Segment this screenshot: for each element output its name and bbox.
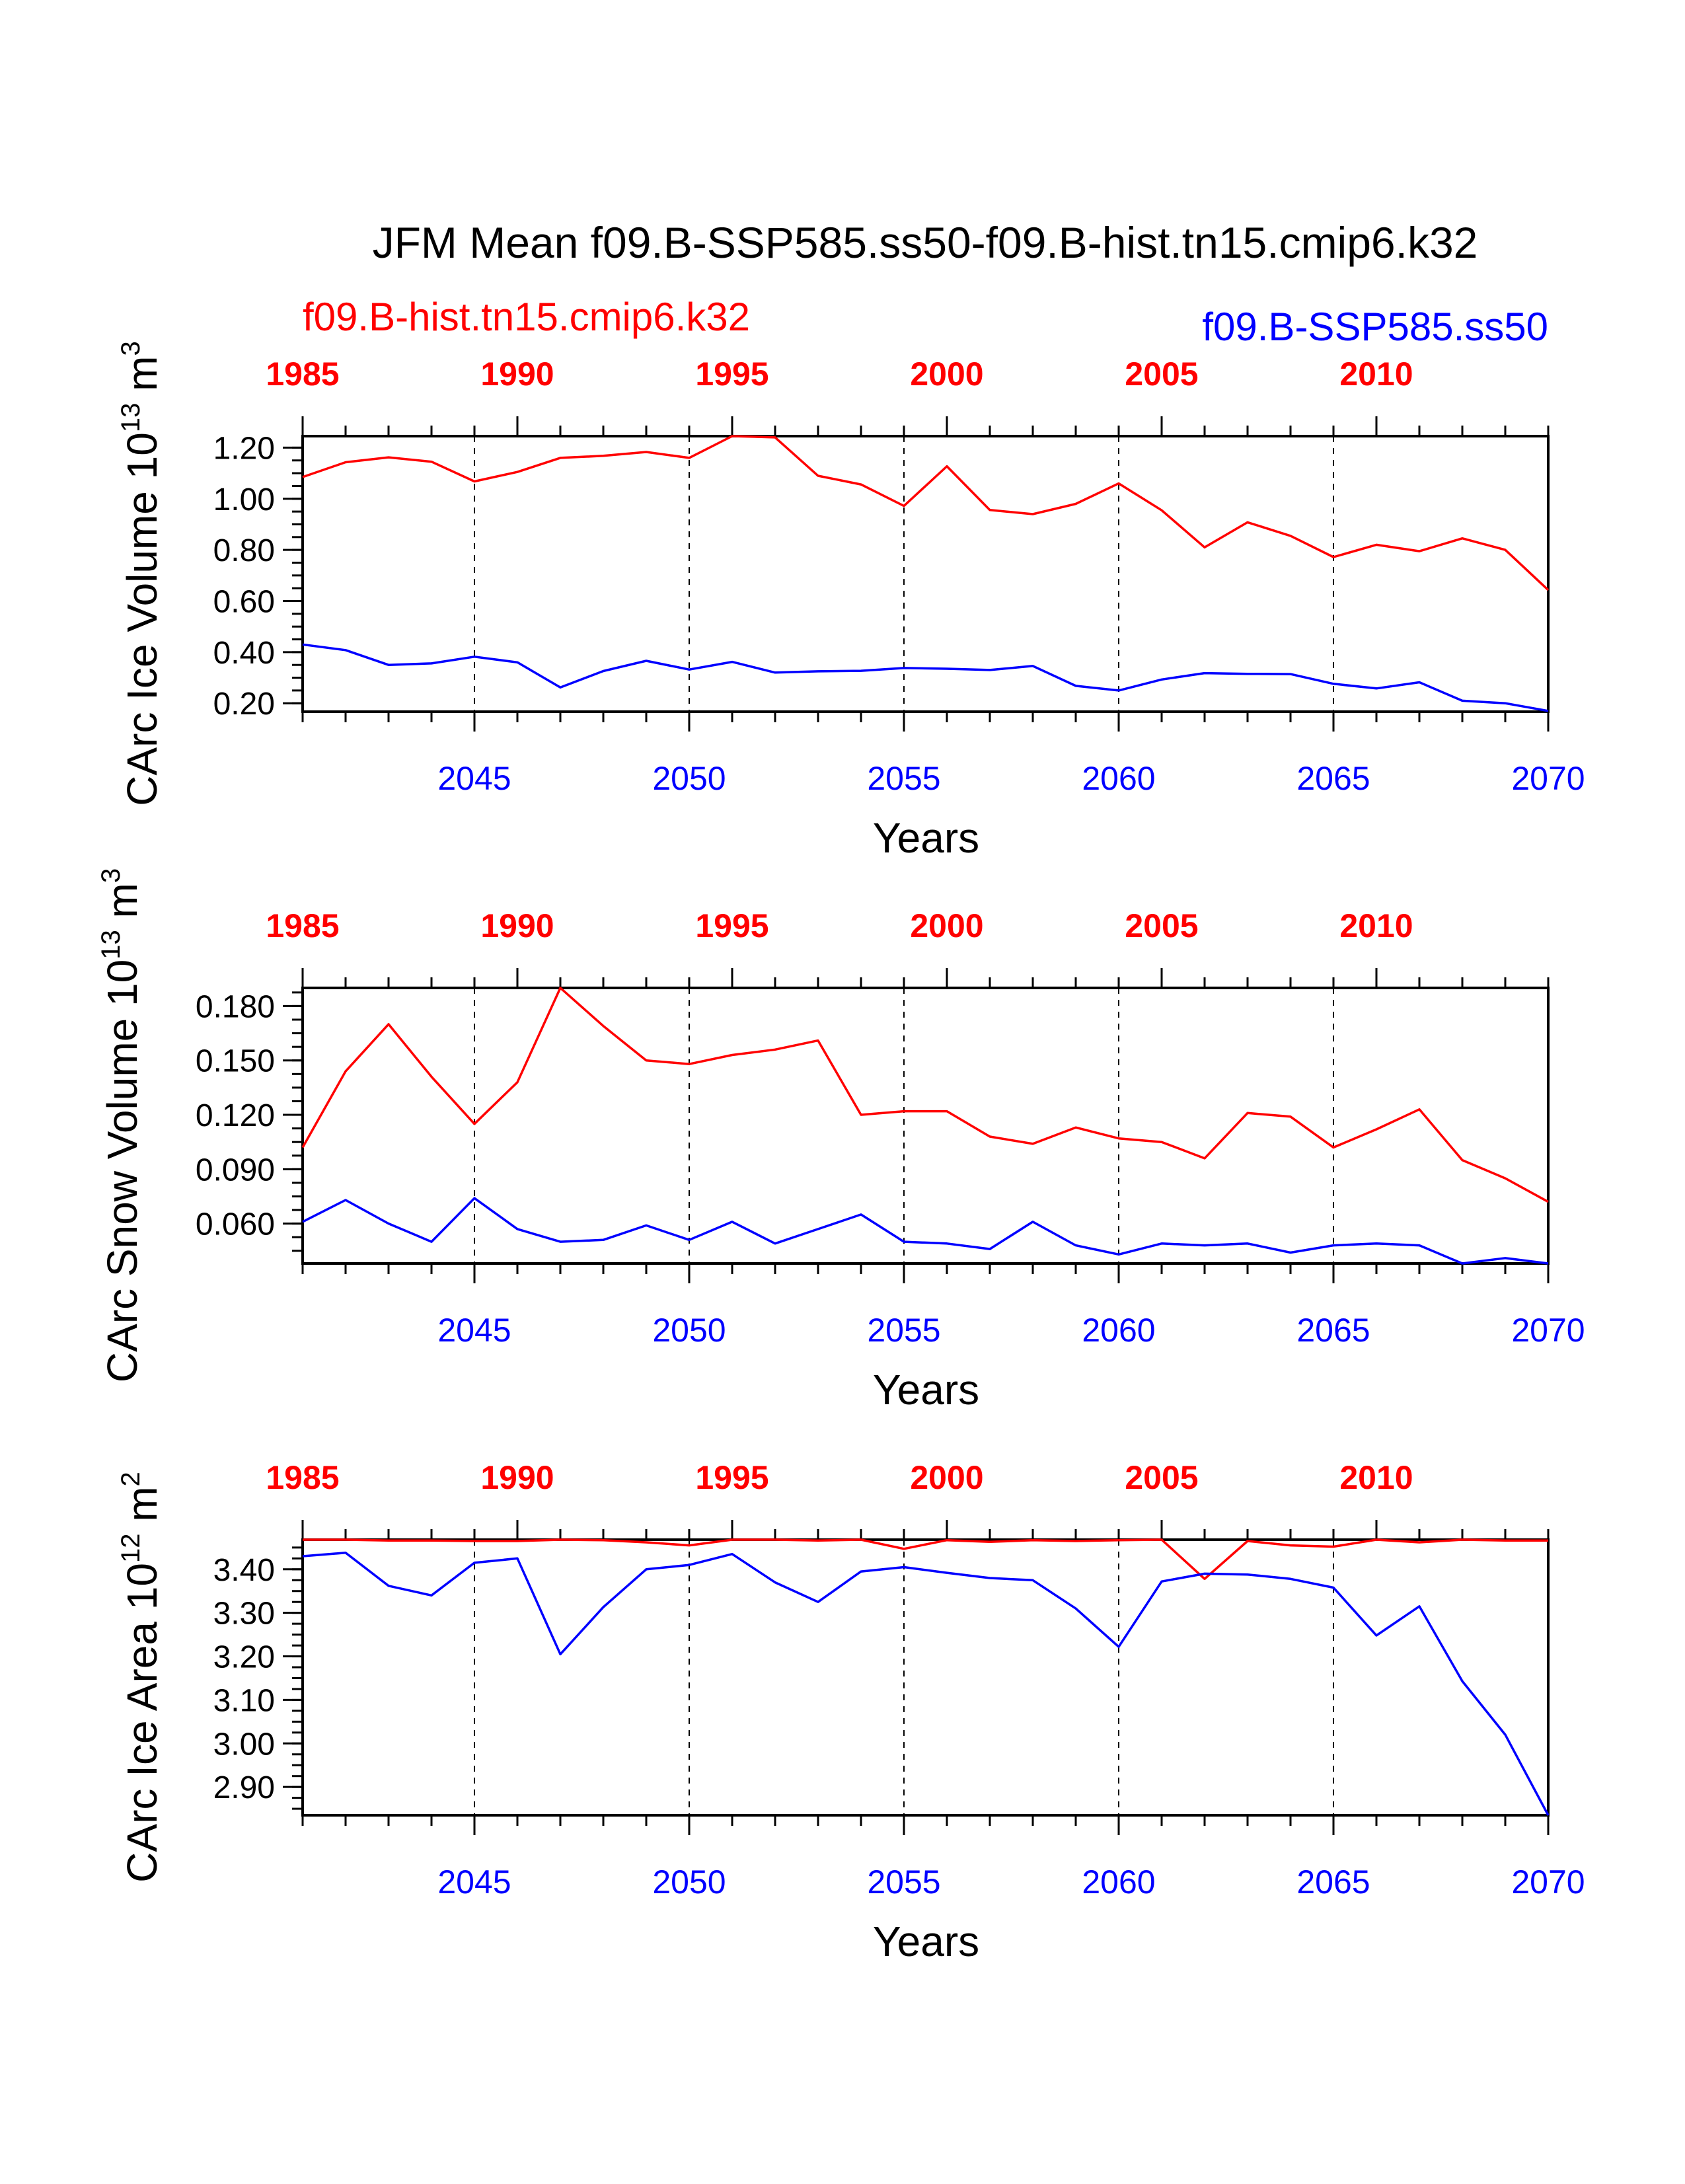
y-axis-title-part: CArc Snow Volume — [98, 1006, 146, 1382]
top-axis-label: 2010 — [1339, 907, 1413, 944]
y-axis-tick-label: 0.090 — [196, 1152, 275, 1187]
bottom-axis-label: 2050 — [652, 1312, 726, 1349]
y-axis-tick-label: 0.60 — [213, 585, 275, 620]
top-axis-label: 1990 — [480, 1459, 554, 1496]
bottom-axis-label: 2065 — [1296, 760, 1370, 797]
top-axis-label: 1985 — [266, 356, 339, 393]
y-axis-title-part: 12 — [116, 1534, 145, 1563]
chart-panel-2: 1985 1990 1995 2000 2005 2010 2045 2050 2055 2060… — [96, 868, 1585, 1413]
top-axis-label: 2005 — [1125, 1459, 1198, 1496]
top-axis-label: 1985 — [266, 907, 339, 944]
top-axis-label: 2000 — [910, 907, 983, 944]
bottom-axis-label: 2060 — [1082, 1312, 1155, 1349]
top-axis-label: 1995 — [695, 907, 768, 944]
y-axis-title-part: 13 — [96, 930, 126, 960]
x-axis-title: Years — [873, 814, 979, 862]
y-axis-tick-label: 0.150 — [196, 1044, 275, 1079]
series-line-hist — [301, 987, 1549, 1203]
y-axis-tick-label: 3.20 — [213, 1640, 275, 1675]
x-axis-title: Years — [873, 1366, 979, 1413]
bottom-axis-label: 2055 — [867, 760, 940, 797]
y-axis-title-part: 13 — [116, 403, 145, 433]
x-axis-title: Years — [873, 1918, 979, 1965]
y-axis-title-part: m — [118, 1486, 166, 1533]
y-axis-tick-label: 0.40 — [213, 636, 275, 671]
y-axis-tick-label: 3.40 — [213, 1553, 275, 1588]
y-axis-title-part: CArc Ice Volume — [118, 479, 166, 806]
y-axis-title-part: m — [118, 356, 166, 403]
top-axis-label: 1985 — [266, 1459, 339, 1496]
plot-frame — [301, 1538, 1550, 1817]
bottom-axis-label: 2050 — [652, 1864, 726, 1901]
chart-panel-1: 1985 1990 1995 2000 2005 2010 2045 2050 2055 2060… — [116, 341, 1585, 862]
y-axis-tick-label: 0.060 — [196, 1207, 275, 1242]
top-axis-label: 2000 — [910, 1459, 983, 1496]
figure-title: JFM Mean f09.B-SSP585.ss50-f09.B-hist.tn… — [373, 218, 1478, 267]
y-axis-title-part: 2 — [116, 1472, 145, 1486]
y-axis-title-part: CArc Ice Area — [118, 1610, 166, 1883]
series-line-ssp — [302, 1552, 1550, 1816]
series-line-hist — [302, 435, 1550, 591]
bottom-axis-label: 2070 — [1511, 1864, 1585, 1901]
y-axis-title: CArc Ice Volume 1013 m3 — [116, 341, 166, 806]
top-axis-label: 1990 — [480, 907, 554, 944]
y-axis-title-part: 10 — [98, 960, 146, 1006]
y-axis-title-part: 3 — [116, 341, 145, 356]
top-axis-label: 2010 — [1339, 356, 1413, 393]
legend-ssp-label: f09.B-SSP585.ss50 — [1202, 305, 1548, 349]
y-axis-tick-label: 1.00 — [213, 482, 275, 517]
chart-panel-3: 1985 1990 1995 2000 2005 2010 2045 2050 2055 2060… — [116, 1459, 1585, 1965]
series-line-ssp — [302, 643, 1549, 712]
y-axis-tick-label: 3.10 — [213, 1683, 275, 1718]
y-axis-tick-label: 0.20 — [213, 687, 275, 722]
top-axis-label: 2005 — [1125, 356, 1198, 393]
bottom-axis-label: 2060 — [1082, 1864, 1155, 1901]
series-line-hist — [303, 1538, 1548, 1581]
bottom-axis-label: 2055 — [867, 1312, 940, 1349]
bottom-axis-label: 2045 — [437, 760, 511, 797]
bottom-axis-label: 2070 — [1511, 1312, 1585, 1349]
y-axis-title-part: 10 — [118, 1563, 166, 1610]
legend-hist-label: f09.B-hist.tn15.cmip6.k32 — [303, 295, 750, 339]
bottom-axis-label: 2055 — [867, 1864, 940, 1901]
bottom-axis-label: 2065 — [1296, 1312, 1370, 1349]
bottom-axis-label: 2045 — [437, 1864, 511, 1901]
plot-frame — [301, 435, 1550, 713]
y-axis-title-part: m — [98, 883, 146, 930]
y-axis-tick-label: 1.20 — [213, 431, 275, 466]
bottom-axis-label: 2050 — [652, 760, 726, 797]
top-axis-label: 1995 — [695, 1459, 768, 1496]
y-axis-tick-label: 0.80 — [213, 533, 275, 568]
bottom-axis-label: 2060 — [1082, 760, 1155, 797]
y-axis-title-part: 3 — [96, 868, 126, 883]
y-axis-title: CArc Snow Volume 1013 m3 — [96, 868, 146, 1382]
bottom-axis-label: 2045 — [437, 1312, 511, 1349]
y-axis-title-part: 10 — [118, 432, 166, 479]
plot-frame — [301, 987, 1550, 1265]
y-axis-tick-label: 0.180 — [196, 989, 275, 1024]
series-line-ssp — [302, 1197, 1549, 1265]
y-axis-tick-label: 0.120 — [196, 1098, 275, 1133]
bottom-axis-label: 2070 — [1511, 760, 1585, 797]
top-axis-label: 2000 — [910, 356, 983, 393]
top-axis-label: 1990 — [480, 356, 554, 393]
y-axis-tick-label: 3.00 — [213, 1727, 275, 1762]
top-axis-label: 1995 — [695, 356, 768, 393]
y-axis-tick-label: 3.30 — [213, 1597, 275, 1632]
top-axis-label: 2005 — [1125, 907, 1198, 944]
top-axis-label: 2010 — [1339, 1459, 1413, 1496]
y-axis-tick-label: 2.90 — [213, 1770, 275, 1805]
bottom-axis-label: 2065 — [1296, 1864, 1370, 1901]
y-axis-title: CArc Ice Area 1012 m2 — [116, 1472, 166, 1883]
